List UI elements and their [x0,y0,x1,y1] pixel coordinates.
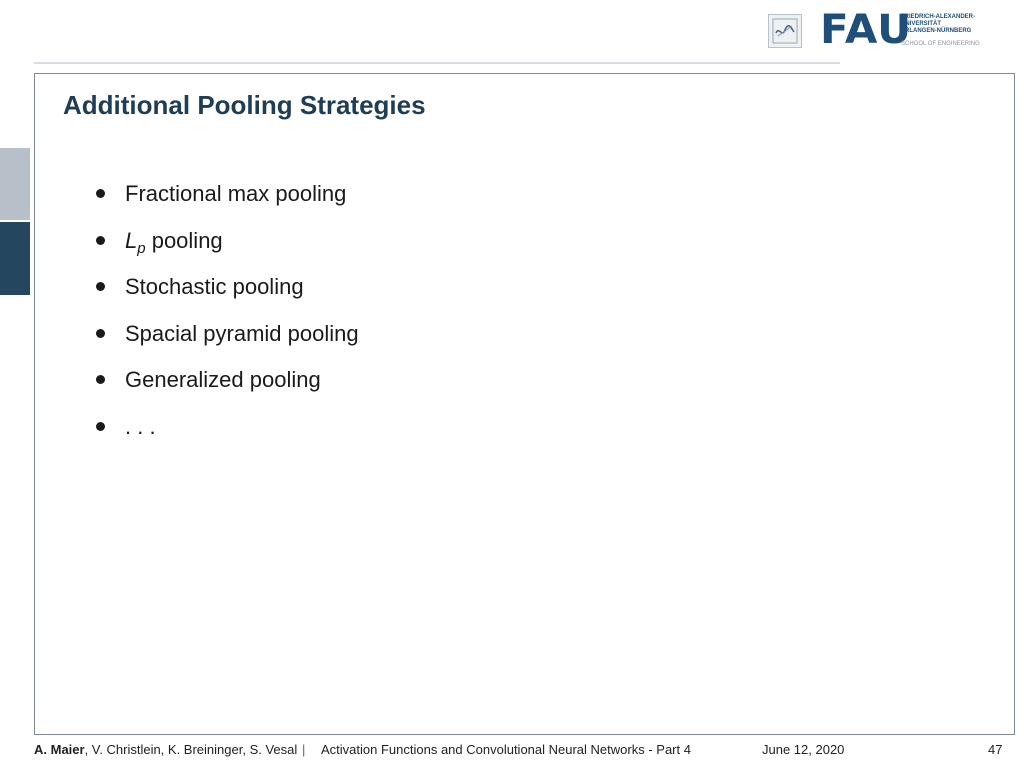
bullet-dot-icon [96,375,105,384]
university-line-3: ERLANGEN-NÜRNBERG [901,28,972,34]
bullet-text: Generalized pooling [125,367,321,392]
side-tab-light [0,148,30,220]
bullet-text: Fractional max pooling [125,181,347,206]
footer-date: June 12, 2020 [762,742,845,757]
university-seal-icon [768,14,802,48]
footer-talk-title: Activation Functions and Convolutional N… [321,742,691,757]
bullet-dot-icon [96,421,105,431]
bullet-text: . . . [125,413,156,439]
bullet-dot-icon [96,328,105,338]
coauthors: , V. Christlein, K. Breininger, S. Vesal [84,742,298,757]
bullet-text: Stochastic pooling [125,274,304,299]
bullet-list: Fractional max pooling Lp pooling Stocha… [96,178,359,457]
bullet-dot-icon [96,235,105,245]
lead-author: A. Maier [34,742,85,757]
university-line-1: FRIEDRICH-ALEXANDER- [901,14,975,20]
bullet-item: Generalized pooling [96,364,359,411]
bullet-item: Stochastic pooling [96,271,359,318]
bullet-item: Fractional max pooling [96,178,359,225]
lp-subscript: p [137,239,146,257]
lp-symbol: L [125,227,138,253]
bullet-text: pooling [145,227,223,253]
school-name: SCHOOL OF ENGINEERING [901,41,980,47]
footer: A. Maier, V. Christlein, K. Breininger, … [34,741,1014,759]
bullet-item: . . . [96,411,359,458]
fau-logo: FAU [820,7,913,53]
header-rule [34,62,840,64]
footer-authors: A. Maier, V. Christlein, K. Breininger, … [34,741,297,759]
bullet-item: Lp pooling [96,225,359,272]
bullet-dot-icon [96,189,105,198]
bullet-item: Spacial pyramid pooling [96,318,359,365]
slide-title: Additional Pooling Strategies [63,90,426,120]
footer-separator: | [302,742,306,757]
university-line-2: UNIVERSITÄT [901,21,942,27]
side-tab-dark [0,222,30,295]
bullet-dot-icon [96,282,105,291]
bullet-text: Spacial pyramid pooling [125,320,359,346]
slide-frame [34,73,1015,735]
page-number: 47 [988,742,1003,757]
university-name: FRIEDRICH-ALEXANDER- UNIVERSITÄT ERLANGE… [901,14,1011,48]
